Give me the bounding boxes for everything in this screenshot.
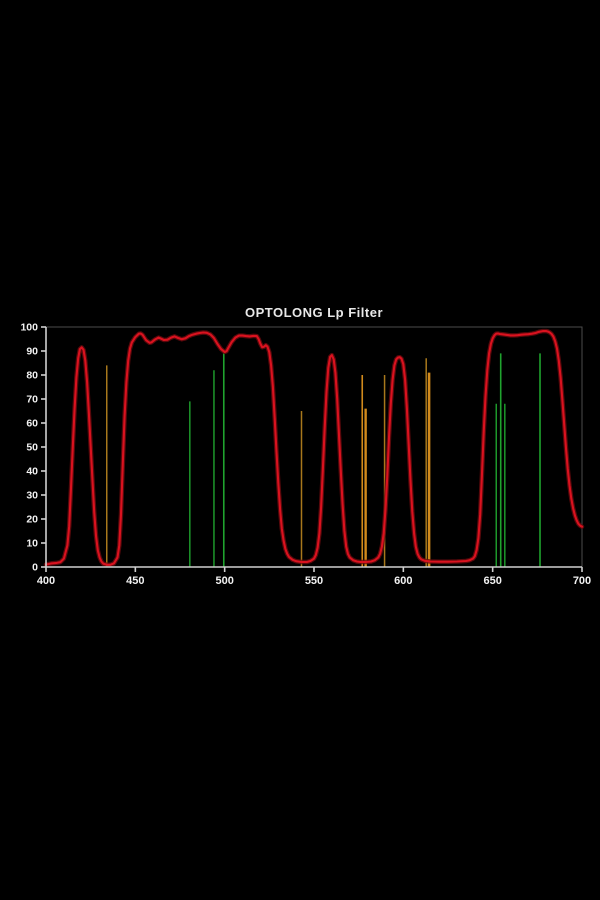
y-axis-tick-label: 10 bbox=[26, 538, 38, 550]
x-axis-tick-label: 500 bbox=[215, 575, 233, 587]
y-axis-tick-label: 40 bbox=[26, 466, 38, 478]
x-axis-tick-label: 550 bbox=[305, 575, 323, 587]
x-axis-tick-label: 450 bbox=[126, 575, 144, 587]
transmission-curve bbox=[44, 330, 584, 566]
x-axis-tick-label: 650 bbox=[483, 575, 501, 587]
x-axis-tick-label: 600 bbox=[394, 575, 412, 587]
chart-title: OPTOLONG Lp Filter bbox=[244, 305, 384, 320]
y-axis-tick-label: 70 bbox=[26, 394, 38, 406]
y-axis-tick-label: 0 bbox=[32, 562, 38, 574]
y-axis-tick-label: 90 bbox=[26, 346, 38, 358]
transmission-curve-halo bbox=[43, 328, 585, 568]
y-axis-tick-label: 30 bbox=[26, 490, 38, 502]
x-axis-tick-label: 700 bbox=[573, 575, 591, 587]
y-axis-tick-label: 60 bbox=[26, 418, 38, 430]
y-axis-tick-label: 20 bbox=[26, 514, 38, 526]
y-axis-tick-label: 100 bbox=[20, 322, 38, 334]
y-axis-tick-label: 50 bbox=[26, 442, 38, 454]
y-axis-tick-label: 80 bbox=[26, 370, 38, 382]
x-axis-tick-label: 400 bbox=[37, 575, 55, 587]
